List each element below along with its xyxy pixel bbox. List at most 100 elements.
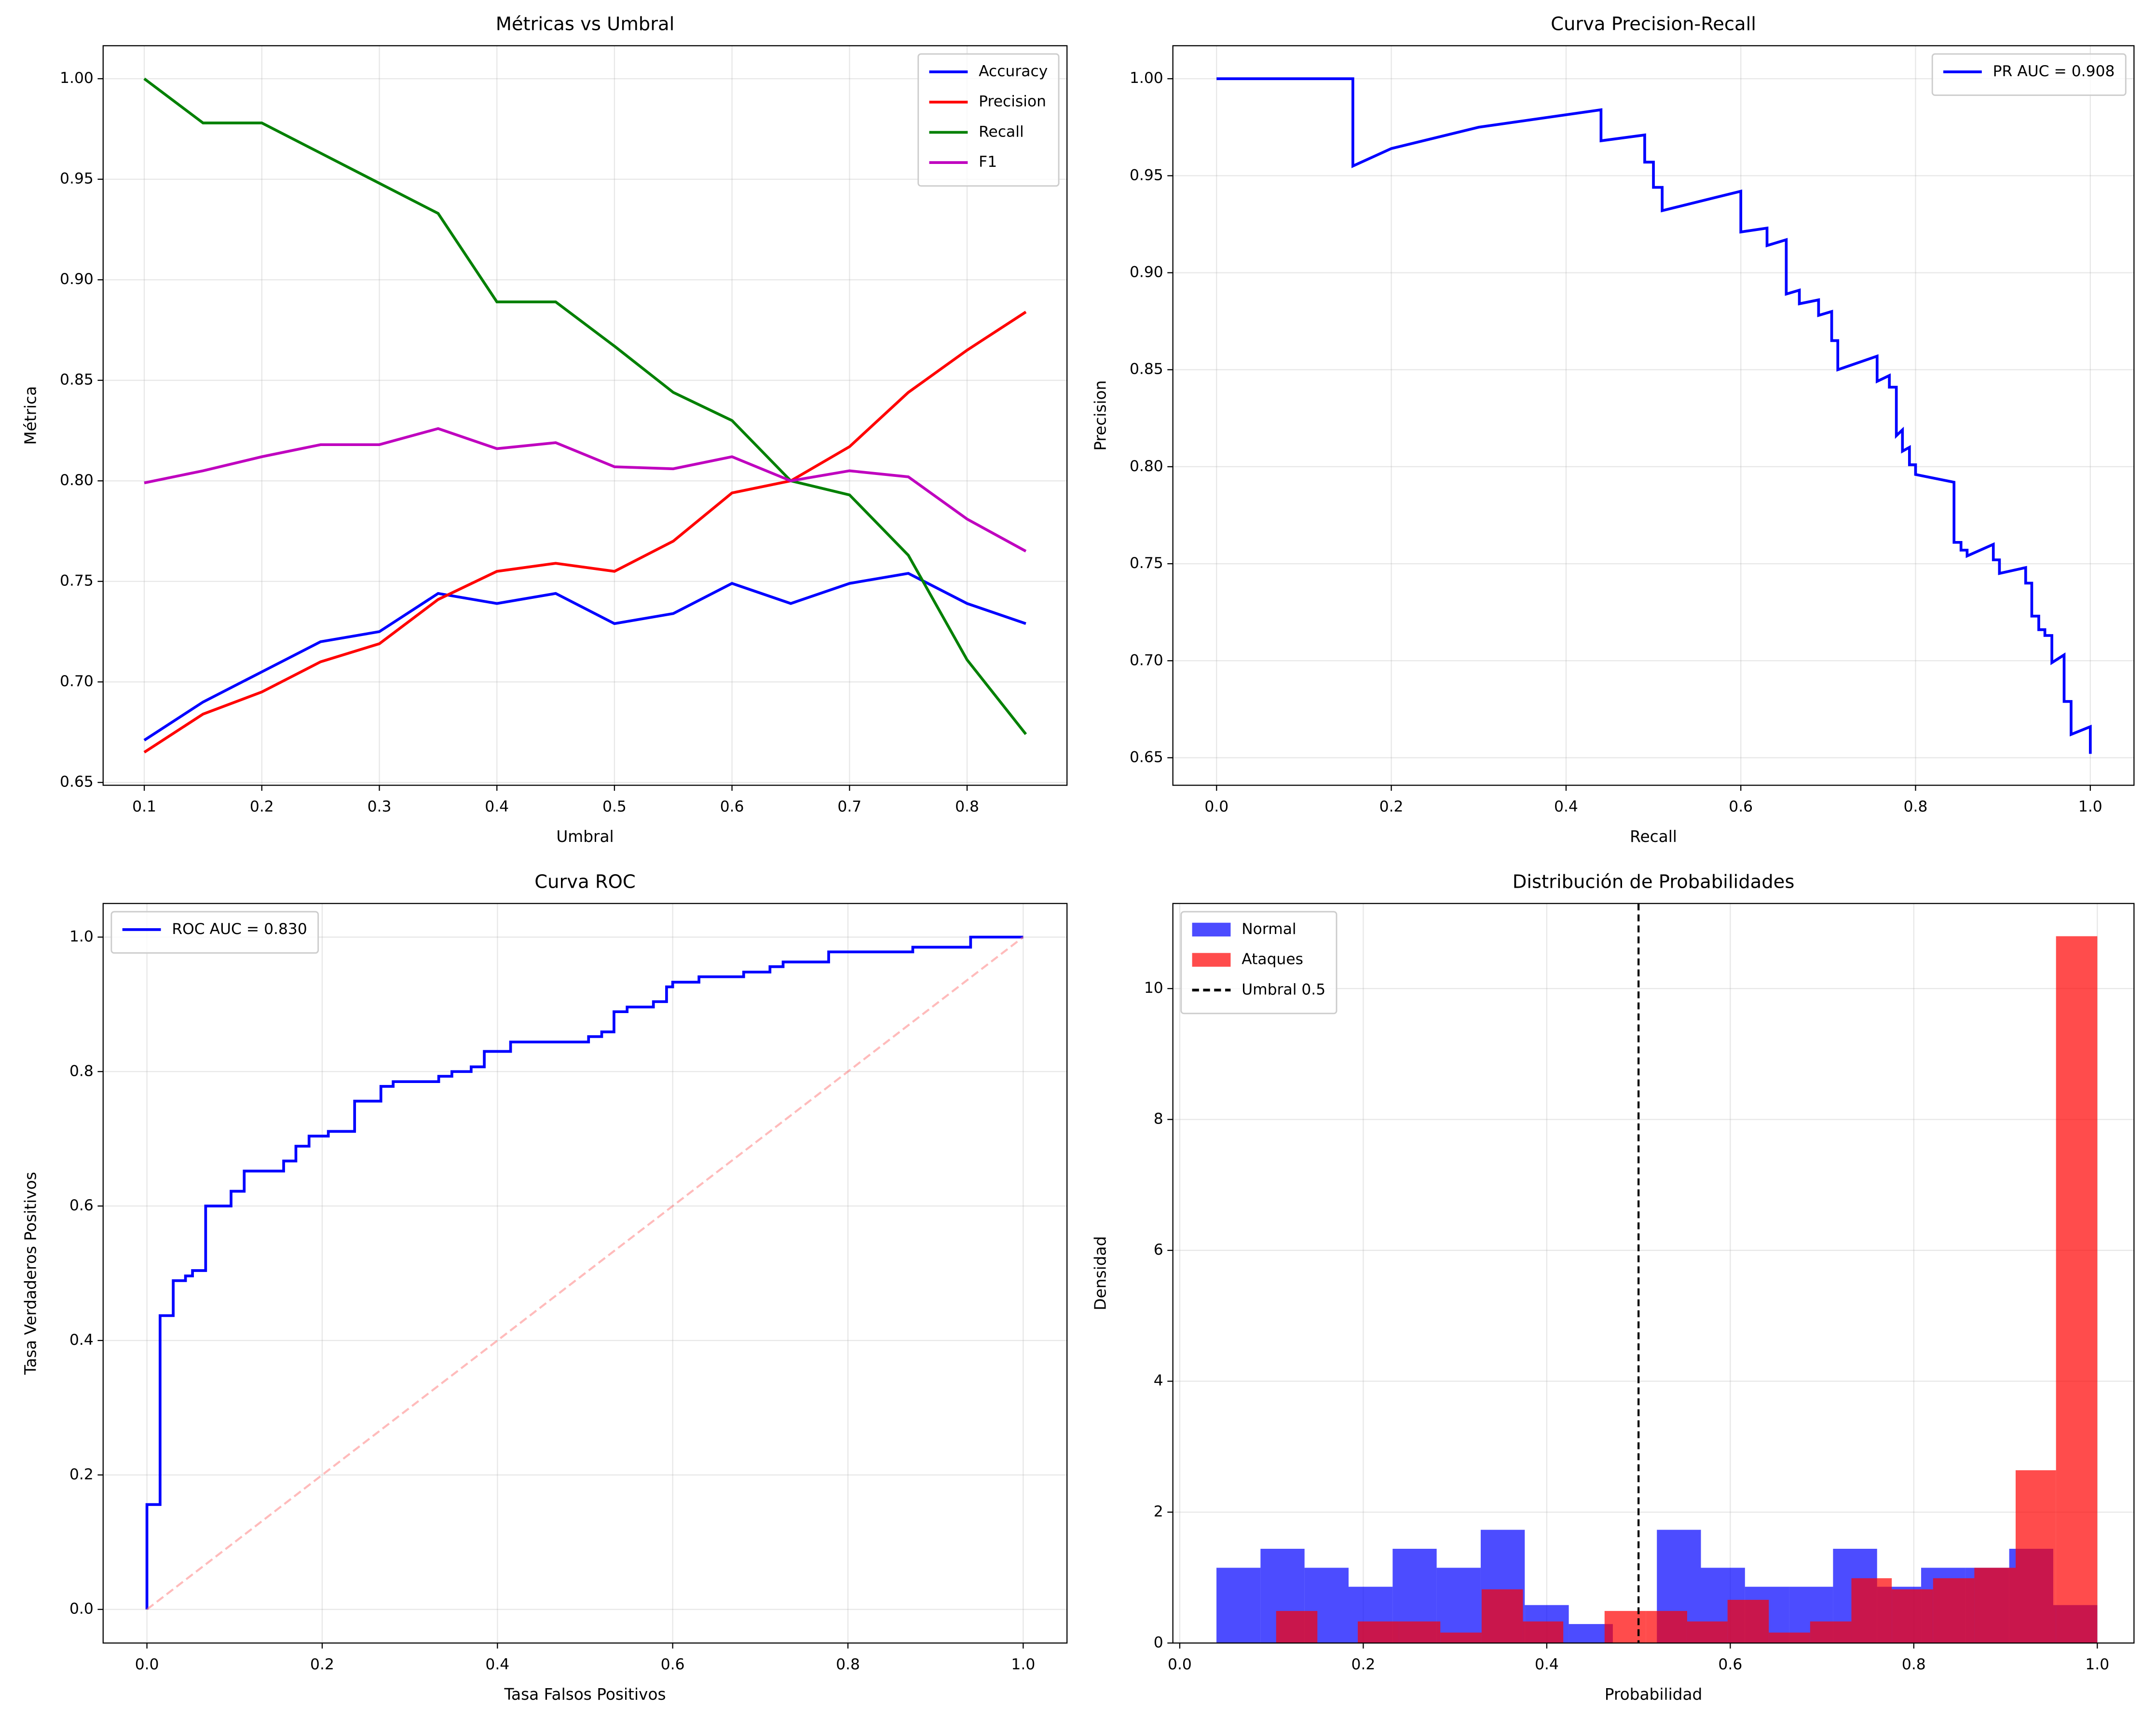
histogram-bar	[1523, 1621, 1564, 1643]
x-tick-label: 0.8	[1902, 1656, 1926, 1673]
y-tick-label: 0.80	[1130, 458, 1163, 475]
x-tick-label: 0.5	[602, 798, 627, 815]
legend-label: ROC AUC = 0.830	[172, 920, 307, 938]
x-axis-label: Probabilidad	[1605, 1685, 1703, 1704]
x-tick-label: 0.2	[250, 798, 274, 815]
x-tick-label: 1.0	[1011, 1656, 1035, 1673]
x-tick-label: 0.1	[132, 798, 156, 815]
y-tick-label: 0.8	[69, 1062, 94, 1080]
histogram-bar	[1481, 1589, 1523, 1643]
data-line	[143, 77, 1027, 735]
y-tick-label: 4	[1154, 1372, 1163, 1390]
plot-frame	[102, 903, 1068, 1644]
x-tick-label: 0.3	[368, 798, 392, 815]
chart-panel: Distribución de Probabilidades Probabilid…	[1091, 871, 2135, 1704]
y-tick-label: 6	[1154, 1241, 1163, 1259]
legend-box	[1180, 911, 1337, 1015]
y-tick-label: 0.4	[69, 1331, 94, 1349]
data-line	[143, 572, 1026, 742]
x-tick-label: 0.0	[1204, 798, 1228, 815]
x-tick-label: 0.2	[1379, 798, 1404, 815]
y-tick-label: 0.85	[60, 371, 94, 389]
x-tick-label: 0.2	[310, 1656, 334, 1673]
x-tick-label: 0.0	[1168, 1656, 1192, 1673]
histogram-bar	[1440, 1632, 1482, 1643]
y-tick-label: 10	[1144, 979, 1163, 997]
histogram-bar	[1851, 1578, 1892, 1643]
histogram-bar	[2015, 1470, 2056, 1643]
x-tick-label: 0.6	[661, 1656, 685, 1673]
legend: Accuracy Precision Recall F1	[917, 53, 1060, 187]
histogram-bar	[1769, 1632, 1810, 1643]
y-tick-label: 0.70	[1130, 651, 1163, 669]
y-tick-label: 0.85	[1130, 361, 1163, 378]
chart-title: Curva Precision-Recall	[1551, 14, 1756, 35]
x-tick-label: 1.0	[2085, 1656, 2109, 1673]
y-tick-label: 0.75	[60, 572, 94, 590]
histogram-bar	[1810, 1621, 1852, 1643]
y-axis-label: Tasa Verdaderos Positivos	[22, 1172, 40, 1375]
legend-label: Recall	[979, 123, 1024, 140]
legend-swatch	[1192, 953, 1231, 967]
legend-box	[1931, 53, 2127, 96]
legend-box	[110, 911, 319, 954]
legend-label: F1	[979, 153, 997, 171]
legend-box	[917, 53, 1060, 187]
y-tick-label: 0	[1154, 1634, 1163, 1651]
y-tick-label: 0.65	[1130, 748, 1163, 766]
y-tick-label: 0.70	[60, 673, 94, 690]
legend: PR AUC = 0.908	[1931, 53, 2127, 96]
x-tick-label: 0.8	[836, 1656, 860, 1673]
chart-panel: Curva ROC Tasa Falsos Positivos Tasa Verda…	[22, 871, 1068, 1704]
x-axis-label: Recall	[1630, 827, 1677, 846]
legend-label: Normal	[1242, 920, 1296, 938]
y-tick-label: 0.65	[60, 773, 94, 791]
legend-label: Accuracy	[979, 63, 1048, 80]
y-tick-label: 0.75	[1130, 555, 1163, 572]
x-tick-label: 0.4	[1535, 1656, 1559, 1673]
y-axis-label: Densidad	[1091, 1236, 1109, 1311]
y-tick-label: 2	[1154, 1503, 1163, 1520]
y-tick-label: 0.90	[1130, 264, 1163, 281]
chart-panel: Métricas vs Umbral Umbral Métrica 0.1 0.2 0.3…	[22, 14, 1068, 846]
legend: ROC AUC = 0.830	[110, 911, 319, 954]
legend-label: PR AUC = 0.908	[1993, 63, 2115, 80]
x-tick-label: 0.6	[1718, 1656, 1742, 1673]
data-line	[146, 936, 1024, 1611]
histogram-bar	[1604, 1611, 1646, 1643]
data-line	[143, 311, 1027, 754]
x-tick-label: 0.6	[1729, 798, 1753, 815]
legend-swatch	[1192, 922, 1231, 937]
legend-label: Umbral 0.5	[1242, 981, 1325, 998]
y-tick-label: 1.00	[1130, 69, 1163, 87]
y-axis-label: Métrica	[22, 386, 40, 445]
chart-panel: Curva Precision-Recall Recall Precision 0.0…	[1091, 14, 2135, 846]
x-tick-label: 0.0	[135, 1656, 159, 1673]
histogram-bar	[1687, 1621, 1728, 1643]
plot-frame	[1172, 45, 2135, 786]
legend: Normal Ataques Umbral 0.5	[1180, 911, 1337, 1015]
histogram-bar	[1646, 1611, 1687, 1643]
x-axis-label: Umbral	[556, 827, 614, 846]
y-tick-label: 0.90	[60, 271, 94, 288]
y-tick-label: 0.0	[69, 1600, 94, 1618]
x-tick-label: 0.4	[1554, 798, 1578, 815]
y-tick-label: 0.95	[60, 170, 94, 188]
x-tick-label: 1.0	[2078, 798, 2102, 815]
x-tick-label: 0.4	[485, 1656, 509, 1673]
histogram-bar	[1727, 1599, 1769, 1643]
x-tick-label: 0.8	[955, 798, 979, 815]
histogram-bar	[1974, 1568, 2016, 1643]
y-tick-label: 0.2	[69, 1466, 94, 1483]
y-tick-label: 1.00	[60, 69, 94, 87]
y-tick-label: 1.0	[69, 928, 94, 945]
x-tick-label: 0.7	[837, 798, 861, 815]
legend-label: Precision	[979, 93, 1046, 110]
chart-title: Curva ROC	[534, 871, 636, 893]
chart-title: Métricas vs Umbral	[496, 14, 675, 35]
x-tick-label: 0.6	[720, 798, 744, 815]
data-line	[144, 427, 1027, 553]
x-tick-label: 0.8	[1904, 798, 1928, 815]
histogram-bar	[1216, 1568, 1261, 1643]
